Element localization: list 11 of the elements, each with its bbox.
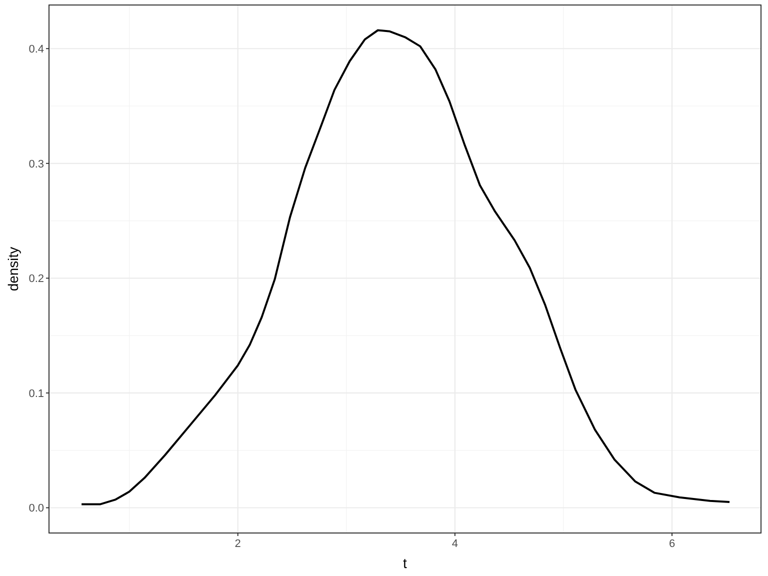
y-tick-label: 0.1 <box>28 388 44 400</box>
y-tick-label: 0.0 <box>28 502 44 515</box>
y-axis-title: density <box>5 246 21 292</box>
line-series <box>80 29 731 506</box>
y-tick-label: 0.3 <box>28 158 44 170</box>
y-tick-label: 0.2 <box>28 273 44 286</box>
x-tick-label: 6 <box>668 538 676 550</box>
x-axis-title: t <box>403 555 408 571</box>
x-tick-label: 2 <box>234 538 241 550</box>
y-tick-label: 0.4 <box>28 44 44 56</box>
x-tick-label: 4 <box>452 538 458 550</box>
